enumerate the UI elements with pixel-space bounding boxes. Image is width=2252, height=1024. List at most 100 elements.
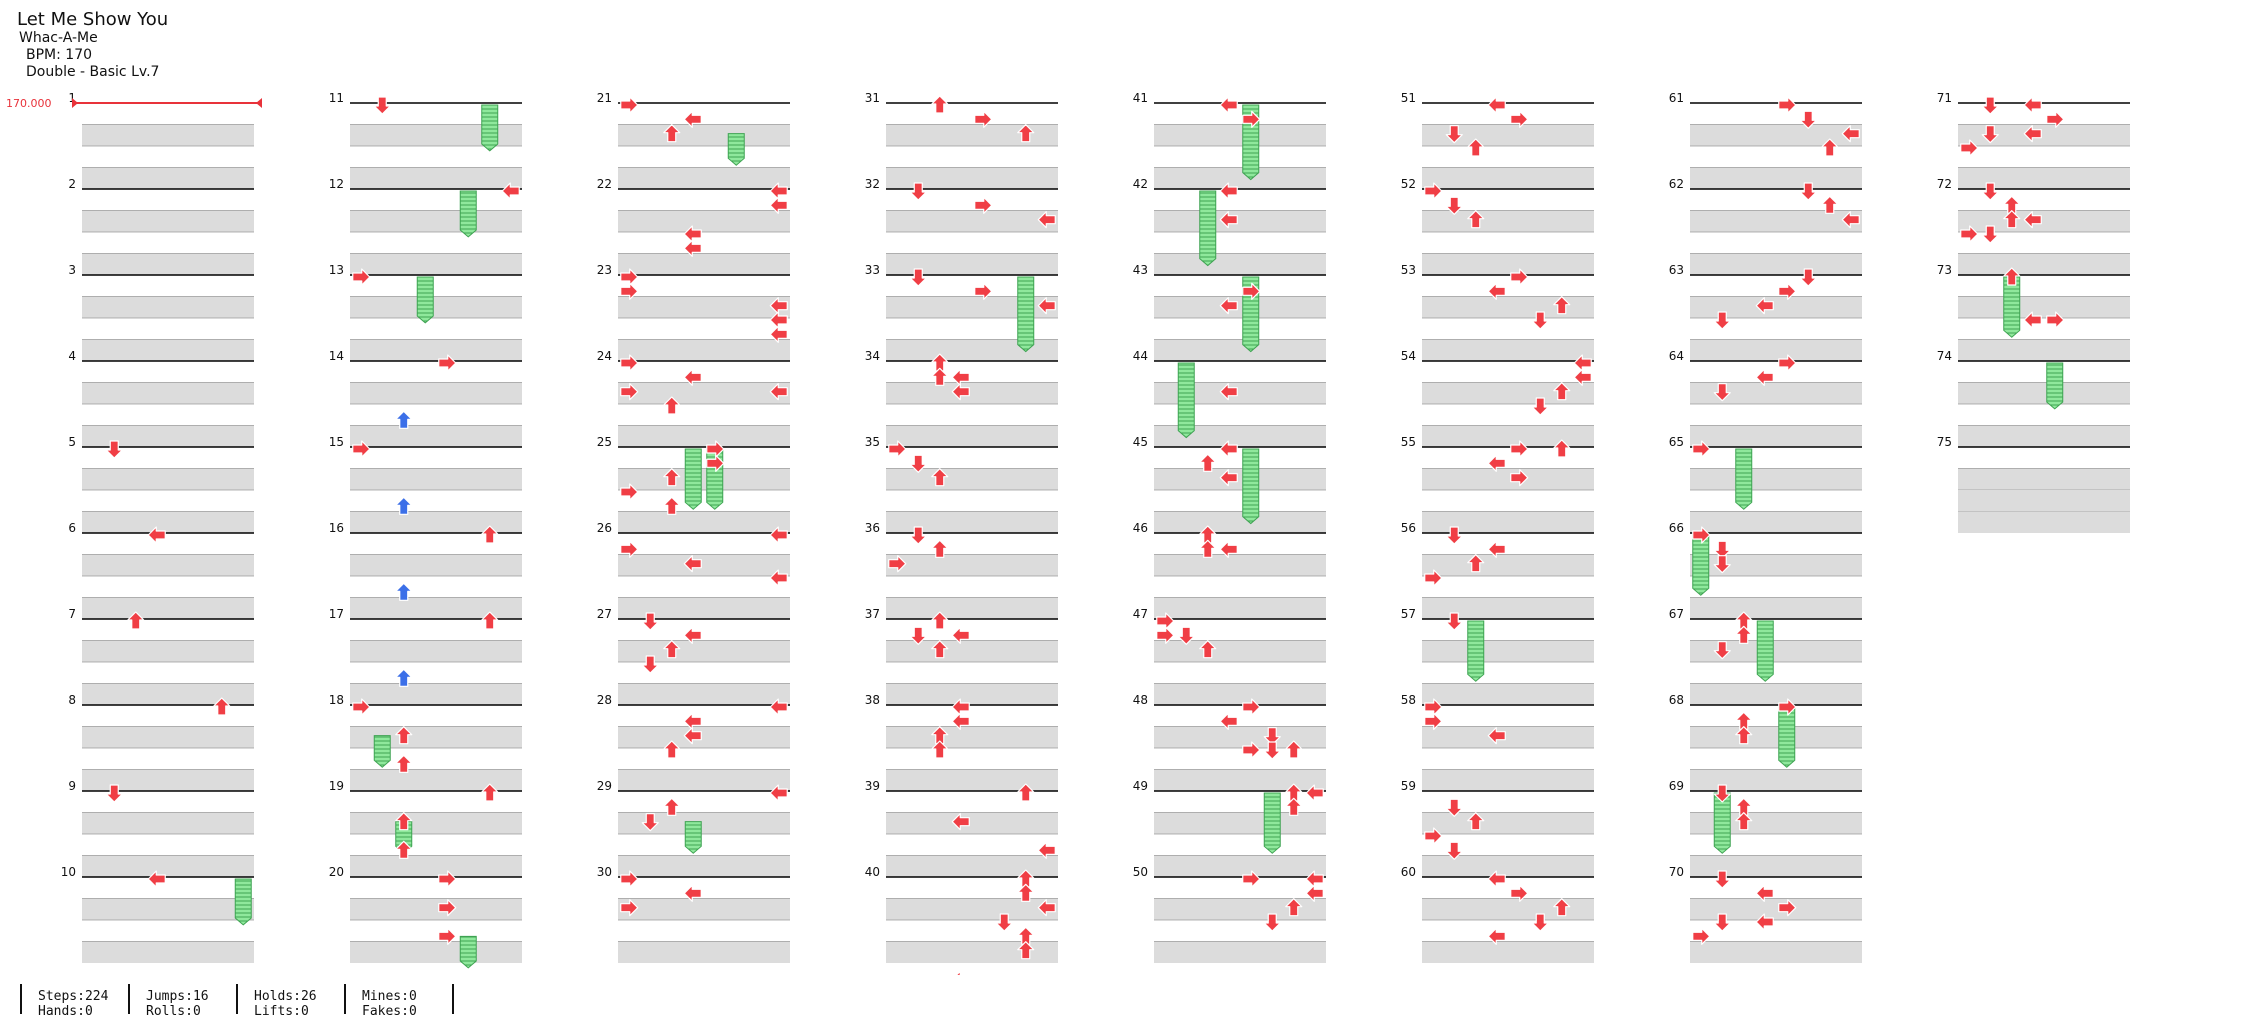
arrow-note (1799, 110, 1817, 129)
arrow-note (1735, 812, 1753, 831)
beat-band (350, 253, 522, 275)
arrow-note (931, 539, 949, 558)
arrow-note (373, 96, 391, 115)
hold-body (2046, 362, 2064, 410)
arrow-note (974, 110, 993, 128)
arrow-note (620, 96, 639, 114)
beat-band (1154, 812, 1326, 834)
stats-divider (344, 984, 346, 1014)
labels-layer: 1234567891011121314151617181920212223242… (6, 91, 1952, 879)
arrow-note (1573, 368, 1592, 386)
beat-band (1154, 898, 1326, 920)
beat-band (82, 812, 254, 834)
hold-body (1263, 792, 1281, 854)
stats-group: Steps:224 Hands:0 (38, 989, 108, 1019)
measure-number: 6 (68, 521, 76, 535)
hold-body (1756, 620, 1774, 682)
measure-number: 32 (865, 177, 880, 191)
arrow-note (1445, 125, 1463, 144)
beat-band (618, 296, 790, 318)
beat-band (1958, 425, 2130, 447)
measure-number: 24 (597, 349, 612, 363)
arrow-note (951, 626, 970, 644)
arrow-note (438, 927, 457, 945)
measure-number: 34 (865, 349, 880, 363)
beat-band (1690, 812, 1862, 834)
hold-body (1017, 276, 1035, 353)
arrow-note (641, 612, 659, 631)
arrow-note (769, 196, 788, 214)
beat-band (350, 468, 522, 490)
arrow-note (352, 698, 371, 716)
measure-number: 16 (329, 521, 344, 535)
arrow-note (1199, 640, 1217, 659)
measure-number: 22 (597, 177, 612, 191)
measure-number: 50 (1133, 865, 1148, 879)
beat-band (1958, 339, 2130, 361)
hold-body (1467, 620, 1485, 682)
arrow-note (1553, 439, 1571, 458)
measure-number: 61 (1669, 91, 1684, 105)
beat-band (82, 425, 254, 447)
arrow-note (2023, 96, 2042, 114)
beat-band (1422, 296, 1594, 318)
measure-number: 52 (1401, 177, 1416, 191)
arrow-note (1199, 539, 1217, 558)
beat-band (1690, 253, 1862, 275)
beat-band (1154, 855, 1326, 877)
hold-body (459, 190, 477, 238)
beat-band (1422, 253, 1594, 275)
hold-body (684, 821, 702, 854)
beat-band (350, 296, 522, 318)
beat-band (1690, 941, 1862, 963)
arrow-note (2023, 211, 2042, 229)
beat-band (1690, 382, 1862, 404)
measure-number: 1 (68, 91, 76, 105)
stat-line: Holds:26 (254, 989, 317, 1004)
bpm-marker-left (72, 98, 78, 108)
arrow-note (1445, 526, 1463, 545)
beat-band (1422, 640, 1594, 662)
beat-band (82, 769, 254, 791)
arrow-note (1841, 125, 1860, 143)
arrow-note (1510, 440, 1529, 458)
measure-number: 8 (68, 693, 76, 707)
measure-number: 46 (1133, 521, 1148, 535)
beat-band (1690, 597, 1862, 619)
arrow-note (1445, 798, 1463, 817)
hold-body (1242, 448, 1260, 525)
measure-number: 3 (68, 263, 76, 277)
measure-number: 48 (1133, 693, 1148, 707)
measure-number: 21 (597, 91, 612, 105)
measure-number: 33 (865, 263, 880, 277)
stat-line: Steps:224 (38, 989, 109, 1004)
measure-number: 5 (68, 435, 76, 449)
measure-number: 71 (1937, 91, 1952, 105)
measure-number: 67 (1669, 607, 1684, 621)
arrow-note (641, 655, 659, 674)
arrow-note (1017, 941, 1035, 960)
beat-band (618, 726, 790, 748)
beat-band (82, 382, 254, 404)
hold-body (373, 735, 391, 768)
beat-band (82, 726, 254, 748)
measure-number: 66 (1669, 521, 1684, 535)
arrow-note (620, 899, 639, 917)
arrow-note (1487, 454, 1506, 472)
arrow-note (769, 569, 788, 587)
hold-body (1199, 190, 1217, 267)
arrow-note (1981, 182, 1999, 201)
beat-band (1690, 425, 1862, 447)
arrow-note (147, 870, 166, 888)
stats-divider (452, 984, 454, 1014)
measure-number: 38 (865, 693, 880, 707)
hold-body (416, 276, 434, 324)
arrow-note (1531, 397, 1549, 416)
measure-number: 27 (597, 607, 612, 621)
beat-band (1958, 511, 2130, 533)
arrow-note (1553, 898, 1571, 917)
arrow-note (620, 540, 639, 558)
arrow-note (1692, 927, 1711, 945)
beat-band (1958, 296, 2130, 318)
beat-band (82, 210, 254, 232)
